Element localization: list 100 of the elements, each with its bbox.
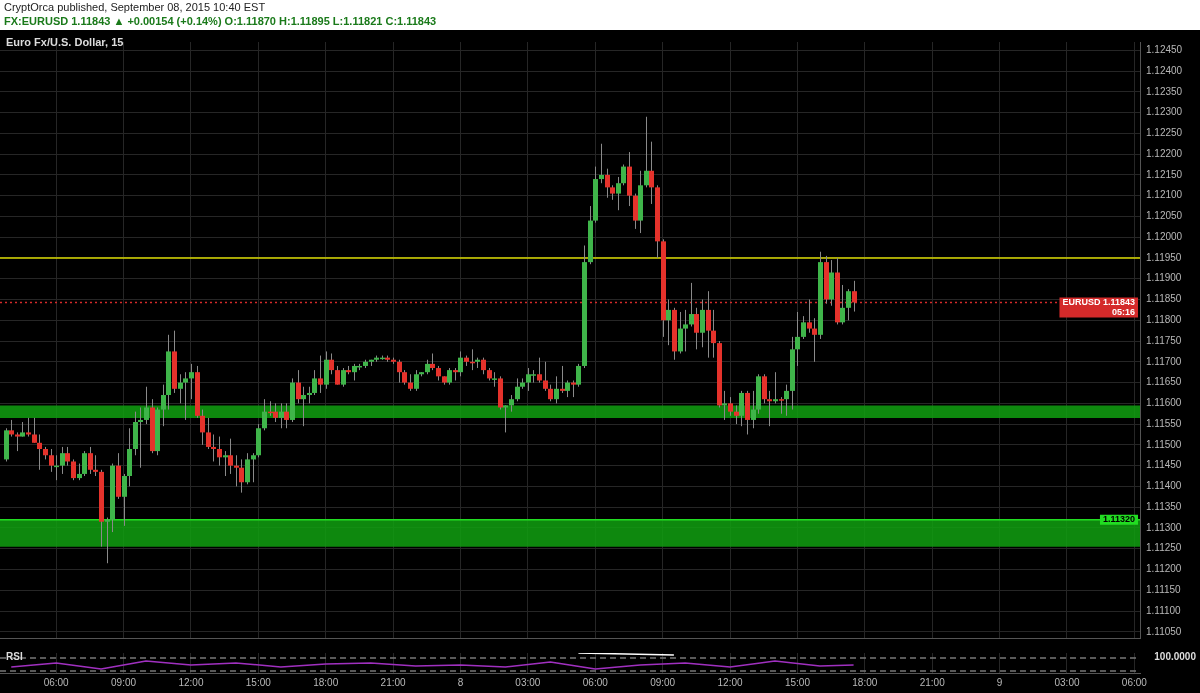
annotation: Euro Fx/U.S. Dollar, 15 xyxy=(6,36,124,48)
candlestick xyxy=(649,141,654,205)
candlestick xyxy=(161,384,166,427)
x-tick-label: 09:00 xyxy=(650,676,676,688)
candlestick xyxy=(537,357,542,384)
candlestick xyxy=(335,365,340,386)
candlestick xyxy=(245,452,250,485)
y-tick-label: 1.11650 xyxy=(1146,376,1182,388)
y-tick-label: 1.11550 xyxy=(1146,417,1182,429)
y-tick-label: 1.12000 xyxy=(1146,230,1183,242)
candlestick xyxy=(414,369,419,392)
chart-title: CryptOrca published, September 08, 2015 10:40 EST xyxy=(3,0,267,14)
candlestick xyxy=(217,436,222,467)
candlestick xyxy=(200,409,205,446)
candlestick xyxy=(807,299,812,334)
candlestick xyxy=(739,390,744,427)
chart-subtitle: FX:EURUSD 1.11843 ▲ +0.00154 (+0.14%) O:1.11870 H:1.11895 L:1.11821 C:1.11843 xyxy=(3,14,438,28)
candlestick xyxy=(458,350,463,377)
x-tick-label: 12:00 xyxy=(178,676,204,688)
x-tick-label: 12:00 xyxy=(717,676,743,688)
candlestick xyxy=(296,369,301,404)
candlestick xyxy=(65,446,70,467)
candlestick xyxy=(812,317,817,363)
x-tick-label: 8 xyxy=(457,676,464,688)
candlestick xyxy=(251,452,256,483)
y-tick-label: 1.11900 xyxy=(1146,272,1182,284)
candlestick xyxy=(773,371,778,404)
y-tick-label: 1.11750 xyxy=(1146,334,1182,346)
candlestick xyxy=(767,390,772,427)
x-tick-label: 15:00 xyxy=(784,676,811,688)
candlestick xyxy=(88,446,93,475)
y-tick-label: 1.11600 xyxy=(1146,397,1182,409)
x-tick-label: 15:00 xyxy=(245,676,272,688)
candlestick xyxy=(560,365,565,394)
candlestick xyxy=(722,390,727,421)
x-tick-label: 21:00 xyxy=(919,676,946,688)
y-tick-label: 1.11950 xyxy=(1146,251,1182,263)
text: 100.0000 xyxy=(1154,651,1196,662)
candlestick xyxy=(694,307,699,350)
candlestick xyxy=(666,299,671,346)
candlestick xyxy=(621,164,626,186)
candlestick xyxy=(37,433,42,471)
x-tick-label: 03:00 xyxy=(515,676,541,688)
candlestick xyxy=(503,404,508,433)
y-tick-label: 1.12150 xyxy=(1146,168,1183,180)
candlestick xyxy=(144,386,149,425)
candlestick xyxy=(706,290,711,359)
candlestick xyxy=(26,417,31,438)
candlestick xyxy=(801,315,806,340)
candlestick xyxy=(762,373,767,404)
candlestick xyxy=(262,398,267,431)
candlestick xyxy=(223,450,228,477)
candlestick xyxy=(397,359,402,384)
y-tick-label: 1.11500 xyxy=(1146,438,1182,450)
candlestick xyxy=(49,448,54,473)
candlestick xyxy=(105,517,110,564)
candlestick xyxy=(515,377,520,402)
candlestick xyxy=(15,431,20,452)
candlestick xyxy=(689,282,694,327)
x-tick-label: 06:00 xyxy=(1121,676,1148,688)
y-tick-label: 1.11400 xyxy=(1146,480,1182,492)
x-tick-label: 06:00 xyxy=(43,676,70,688)
y-tick-label: 1.12300 xyxy=(1146,106,1183,118)
candlestick xyxy=(728,396,733,417)
candlestick xyxy=(32,417,37,444)
candlestick xyxy=(678,311,683,354)
y-tick-label: 1.11800 xyxy=(1146,314,1182,326)
x-tick-label: 06:00 xyxy=(582,676,609,688)
y-tick-label: 1.11700 xyxy=(1146,355,1182,367)
y-tick-label: 1.11350 xyxy=(1146,500,1182,512)
candlestick xyxy=(846,288,851,321)
x-tick-label: 18:00 xyxy=(313,676,339,688)
x-tick-label: 03:00 xyxy=(1054,676,1080,688)
candlestick xyxy=(751,390,756,429)
y-tick-label: 1.12350 xyxy=(1146,85,1183,97)
y-tick-label: 1.11250 xyxy=(1146,542,1182,554)
candlestick xyxy=(341,367,346,388)
y-tick-label: 1.11450 xyxy=(1146,459,1182,471)
y-tick-label: 1.12250 xyxy=(1146,127,1183,139)
y-tick-label: 1.12400 xyxy=(1146,64,1183,76)
y-tick-label: 1.12200 xyxy=(1146,147,1183,159)
candlestick xyxy=(683,309,688,352)
candlestick xyxy=(318,355,323,394)
candlestick xyxy=(644,116,649,188)
candlestick xyxy=(178,373,183,404)
y-tick-label: 1.12050 xyxy=(1146,210,1183,222)
x-tick-label: 09:00 xyxy=(111,676,137,688)
candlestick xyxy=(554,375,559,404)
chart-title: RSI xyxy=(6,651,23,662)
candlestick xyxy=(599,143,604,184)
candlestick xyxy=(605,168,610,199)
x-tick-label: 21:00 xyxy=(380,676,407,688)
candlestick xyxy=(301,386,306,427)
x-tick-label: 9 xyxy=(996,676,1003,688)
candlestick xyxy=(93,454,98,477)
y-tick-label: 1.11200 xyxy=(1146,563,1182,575)
candlestick xyxy=(279,402,284,429)
candlestick xyxy=(189,363,194,400)
y-tick-label: 1.11150 xyxy=(1146,583,1182,595)
candlestick xyxy=(71,458,76,481)
